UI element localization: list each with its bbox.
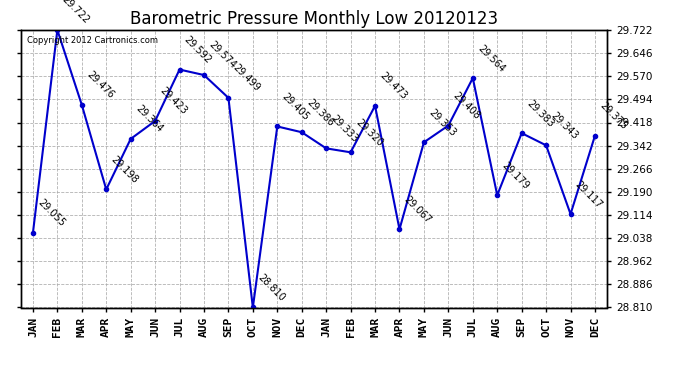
Text: 29.320: 29.320 [353, 117, 384, 148]
Text: 29.386: 29.386 [304, 97, 335, 128]
Text: 29.179: 29.179 [500, 160, 531, 191]
Text: 29.408: 29.408 [451, 90, 482, 122]
Text: 28.810: 28.810 [255, 272, 286, 303]
Text: 29.055: 29.055 [36, 198, 67, 229]
Text: 29.383: 29.383 [524, 98, 555, 129]
Text: 29.405: 29.405 [280, 91, 311, 122]
Text: 29.592: 29.592 [182, 34, 213, 65]
Text: 29.364: 29.364 [133, 104, 164, 135]
Text: 29.423: 29.423 [158, 86, 189, 117]
Text: 29.343: 29.343 [549, 110, 580, 141]
Text: 29.117: 29.117 [573, 179, 604, 210]
Text: 29.722: 29.722 [60, 0, 91, 26]
Text: 29.476: 29.476 [85, 70, 116, 100]
Text: Copyright 2012 Cartronics.com: Copyright 2012 Cartronics.com [26, 36, 157, 45]
Text: 29.564: 29.564 [475, 43, 506, 74]
Title: Barometric Pressure Monthly Low 20120123: Barometric Pressure Monthly Low 20120123 [130, 10, 498, 28]
Text: 29.499: 29.499 [231, 63, 262, 94]
Text: 29.574: 29.574 [207, 40, 238, 71]
Text: 29.375: 29.375 [598, 100, 629, 131]
Text: 29.067: 29.067 [402, 194, 433, 225]
Text: 29.353: 29.353 [426, 107, 457, 138]
Text: 29.198: 29.198 [109, 154, 140, 185]
Text: 29.473: 29.473 [378, 70, 409, 102]
Text: 29.333: 29.333 [329, 113, 360, 144]
